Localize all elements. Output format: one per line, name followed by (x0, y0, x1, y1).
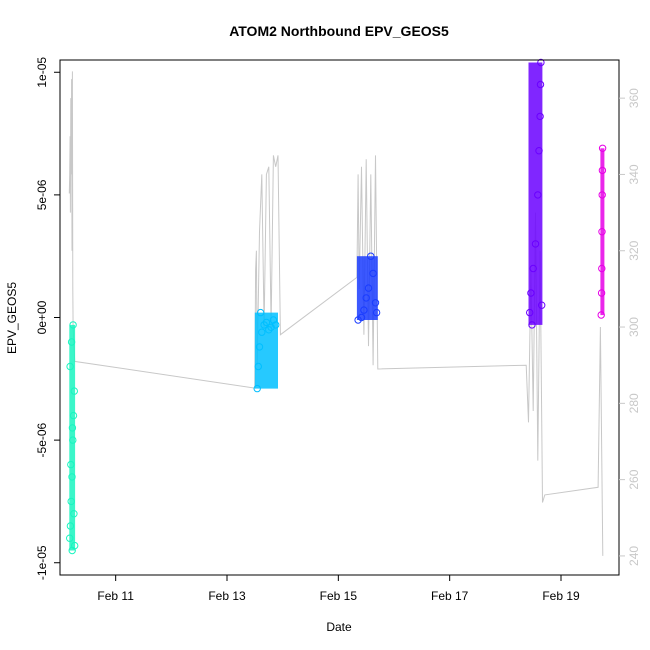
data-point (69, 436, 77, 444)
data-point (598, 228, 606, 236)
x-tick-label: Feb 15 (320, 589, 358, 603)
y-tick-label: 5e-06 (35, 179, 49, 210)
data-point (255, 343, 264, 351)
data-point (537, 58, 545, 67)
scatter-series-2 (253, 308, 280, 393)
y-tick-label: 0e+00 (35, 300, 49, 334)
data-point (535, 147, 543, 155)
y2-tick-label: 260 (627, 469, 641, 489)
y-axis: -1e-05 -5e-06 0e+00 5e-06 1e-05 (35, 57, 60, 580)
scatter-series-4 (526, 58, 546, 329)
data-point (534, 191, 542, 199)
y-axis-label: EPV_GEOS5 (5, 282, 19, 354)
y2-tick-label: 240 (627, 546, 641, 566)
x-axis-label: Date (326, 620, 352, 634)
data-point (538, 301, 546, 309)
data-point (360, 306, 368, 314)
data-point (597, 311, 605, 319)
data-point (529, 264, 537, 273)
scatter-series-1 (66, 321, 79, 555)
data-point (68, 473, 76, 481)
data-point (253, 384, 261, 393)
data-point (256, 308, 265, 317)
y2-tick-label: 360 (627, 88, 641, 108)
data-point (597, 289, 606, 297)
data-point (364, 284, 373, 292)
data-point (372, 308, 381, 317)
data-point (66, 522, 75, 530)
data-point (536, 80, 545, 89)
data-point (67, 497, 75, 506)
data-point (598, 191, 606, 199)
x-tick-label: Feb 19 (542, 589, 580, 603)
chart-title: ATOM2 Northbound EPV_GEOS5 (229, 23, 449, 39)
data-point (598, 166, 607, 175)
data-point (70, 387, 79, 395)
x-tick-label: Feb 13 (208, 589, 246, 603)
data-point (531, 240, 540, 248)
data-point (528, 321, 536, 329)
data-point (68, 546, 76, 555)
data-point (262, 318, 271, 327)
data-point (265, 326, 273, 334)
y2-tick-label: 320 (627, 240, 641, 260)
data-point (272, 321, 280, 329)
data-point (367, 252, 375, 260)
point-cluster-band (600, 148, 605, 316)
data-point (357, 313, 366, 322)
x-tick-label: Feb 17 (431, 589, 469, 603)
x-axis: Feb 11 Feb 13 Feb 15 Feb 17 Feb 19 (97, 575, 580, 603)
data-point (66, 362, 74, 371)
data-point (258, 328, 266, 336)
y-tick-label: 1e-05 (35, 57, 49, 88)
data-point (598, 264, 606, 273)
data-point (598, 144, 607, 153)
plot-area (66, 58, 607, 556)
scatter-series-3 (354, 252, 381, 324)
data-point (70, 510, 78, 518)
point-cluster-band (528, 62, 543, 325)
data-point (69, 321, 77, 329)
x-tick-label: Feb 11 (97, 589, 134, 603)
y2-tick-label: 300 (627, 317, 641, 337)
y2-axis: 240 260 280 300 320 340 360 (619, 88, 641, 566)
point-cluster-band (69, 324, 76, 551)
data-point (69, 411, 78, 420)
data-point (369, 269, 377, 278)
line-series-right-axis (68, 71, 604, 556)
data-point (68, 424, 77, 432)
data-point (362, 294, 370, 302)
data-point (526, 308, 534, 317)
data-point (536, 112, 544, 121)
data-point (66, 534, 74, 542)
data-point (67, 460, 75, 469)
y-tick-label: -5e-06 (35, 422, 49, 457)
data-point (527, 289, 535, 297)
point-cluster-band (254, 312, 278, 389)
data-point (67, 338, 76, 346)
data-point (254, 362, 262, 371)
y2-tick-label: 340 (627, 164, 641, 184)
data-point (371, 299, 380, 307)
data-point (260, 321, 268, 329)
y-tick-label: -1e-05 (35, 545, 49, 580)
data-point (267, 323, 275, 331)
y2-tick-label: 280 (627, 393, 641, 413)
scatter-series-5 (597, 144, 607, 319)
